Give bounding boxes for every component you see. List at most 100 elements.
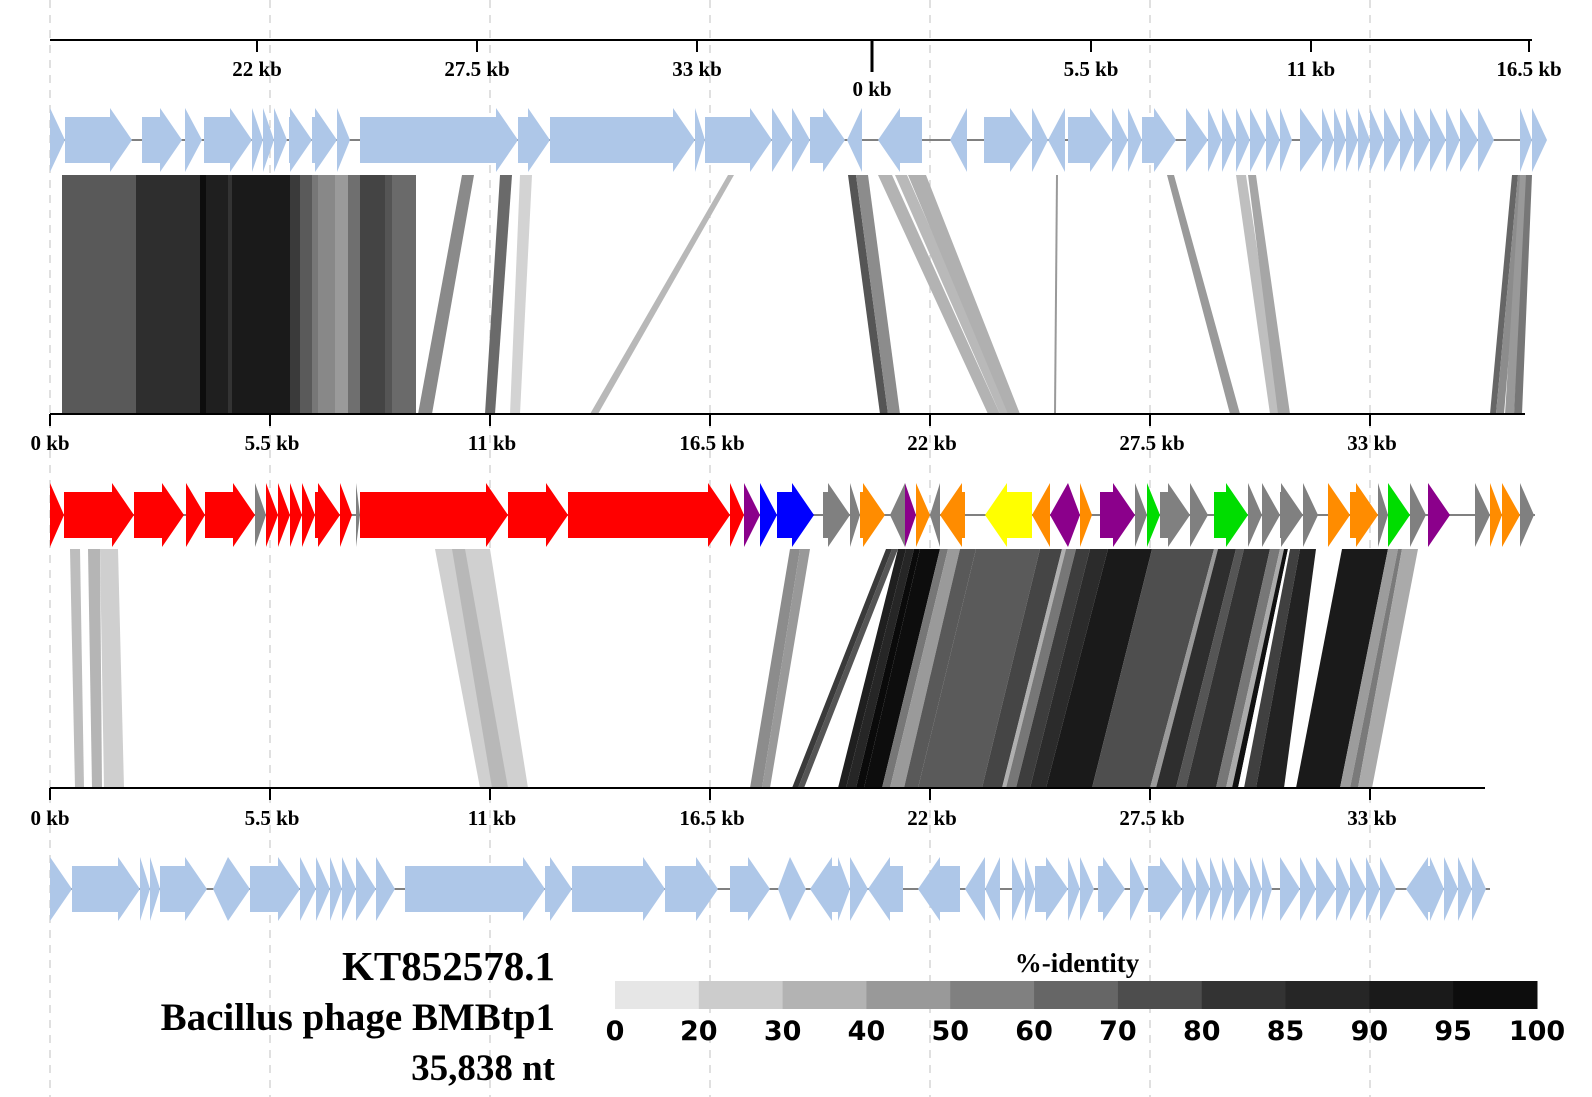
top-gene-arrow <box>772 108 792 172</box>
bottom-gene-arrow <box>790 857 806 921</box>
legend-swatch <box>1201 981 1287 1009</box>
top-gene-arrow <box>1280 108 1292 172</box>
top-gene-arrow <box>1532 108 1547 172</box>
middle-gene-arrow <box>290 483 302 547</box>
middle-gene-arrow <box>508 483 568 547</box>
similarity-link <box>88 549 102 788</box>
middle-gene-arrow <box>777 483 814 547</box>
genome-title-block: KT852578.1 Bacillus phage BMBtp1 35,838 … <box>161 943 556 1089</box>
similarity-link <box>918 549 1040 788</box>
bottom-gene-arrow <box>1350 857 1366 921</box>
bottom-gene-arrow <box>1430 857 1444 921</box>
middle-gene-arrow <box>1248 483 1262 547</box>
top-gene-arrow <box>1334 108 1346 172</box>
genome-accession: KT852578.1 <box>342 943 555 989</box>
legend-swatch <box>1117 981 1203 1009</box>
middle-gene-arrow <box>905 483 916 547</box>
legend-swatch <box>1034 981 1119 1009</box>
top-gene-arrow <box>65 108 132 172</box>
bottom-gene-arrow <box>405 857 545 921</box>
similarity-link <box>1092 549 1214 788</box>
middle-gene-arrow <box>340 483 352 547</box>
middle-gene-arrow <box>315 483 340 547</box>
top-gene-arrow <box>1460 108 1478 172</box>
top-gene-arrow <box>263 108 274 172</box>
top-tick-label: 27.5 kb <box>444 57 509 81</box>
top-gene-arrow <box>337 108 350 172</box>
bottom-gene-arrow <box>572 857 665 921</box>
similarity-link <box>1238 549 1290 788</box>
middle-gene-arrow <box>1428 483 1450 547</box>
similarity-link <box>136 175 200 414</box>
bottom-gene-arrow <box>316 857 330 921</box>
bottom-tick-label: 16.5 kb <box>679 806 744 830</box>
middle-gene-arrow <box>302 483 315 547</box>
top-gene-arrow <box>1048 108 1065 172</box>
similarity-link <box>70 549 84 788</box>
middle-gene-arrow <box>1032 483 1050 547</box>
middle-gene-arrow <box>186 483 205 547</box>
middle-gene-arrow <box>1080 483 1092 547</box>
legend-tick-label: 0 <box>606 1016 625 1047</box>
top-gene-arrow <box>1346 108 1358 172</box>
bottom-gene-arrow <box>50 857 72 921</box>
legend-swatch <box>782 981 867 1009</box>
middle-gene-arrow <box>1190 483 1208 547</box>
top-gene-arrow <box>705 108 772 172</box>
bottom-gene-arrow <box>1444 857 1458 921</box>
bottom-gene-arrow <box>1098 857 1125 921</box>
middle-gene-arrow <box>744 483 760 547</box>
bottom-gene-arrow <box>1316 857 1336 921</box>
similarity-link <box>300 175 312 414</box>
legend-title: %-identity <box>1015 948 1140 978</box>
similarity-link <box>856 549 920 788</box>
top-gene-arrow <box>1414 108 1430 172</box>
top-gene-arrow <box>810 108 845 172</box>
mid-tick-label: 22 kb <box>907 431 957 455</box>
legend-tick-label: 90 <box>1351 1016 1389 1047</box>
similarity-link <box>856 175 900 414</box>
similarity-link <box>1244 549 1300 788</box>
legend-tick-label: 50 <box>931 1016 969 1047</box>
similarity-link <box>385 175 392 414</box>
top-axis-labels: 22 kb 27.5 kb 33 kb 0 kb 5.5 kb 11 kb 16… <box>232 57 1561 101</box>
bottom-gene-arrow <box>1068 857 1080 921</box>
middle-gene-arrow <box>205 483 255 547</box>
bottom-gene-arrow <box>1406 857 1430 921</box>
bottom-gene-arrow <box>1336 857 1350 921</box>
similarity-link <box>1054 175 1058 414</box>
top-gene-arrow <box>878 108 922 172</box>
bottom-gene-arrow <box>376 857 395 921</box>
similarity-link <box>1340 549 1398 788</box>
bottom-gene-arrow <box>1472 857 1486 921</box>
mid-tick-label: 0 kb <box>30 431 69 455</box>
similarity-link <box>848 175 888 414</box>
bottom-gene-arrow <box>342 857 356 921</box>
similarity-link <box>590 175 734 414</box>
middle-gene-arrow <box>1378 483 1388 547</box>
bottom-gene-arrow <box>1196 857 1210 921</box>
similarity-link <box>878 175 1000 414</box>
bottom-tick-label: 22 kb <box>907 806 957 830</box>
similarity-link <box>232 175 290 414</box>
mid-tick-label: 5.5 kb <box>245 431 300 455</box>
bottom-gene-arrow <box>850 857 868 921</box>
top-gene-arrow <box>1446 108 1460 172</box>
top-gene-arrow <box>1370 108 1384 172</box>
top-gene-arrow <box>695 108 705 172</box>
similarity-link <box>762 549 810 788</box>
legend-tick-label: 100 <box>1509 1016 1565 1047</box>
similarity-link <box>750 549 800 788</box>
similarity-link <box>206 175 228 414</box>
top-gene-arrow <box>1222 108 1236 172</box>
middle-gene-arrow <box>64 483 134 547</box>
similarity-link <box>908 175 1020 414</box>
bottom-gene-arrow <box>545 857 572 921</box>
legend-swatch <box>950 981 1035 1009</box>
gene-tracks <box>50 108 1547 921</box>
similarity-link <box>1358 549 1418 788</box>
legend-tick-label: 95 <box>1434 1016 1472 1047</box>
legend-tick-label: 85 <box>1267 1016 1305 1047</box>
top-tick-label: 11 kb <box>1287 57 1335 81</box>
